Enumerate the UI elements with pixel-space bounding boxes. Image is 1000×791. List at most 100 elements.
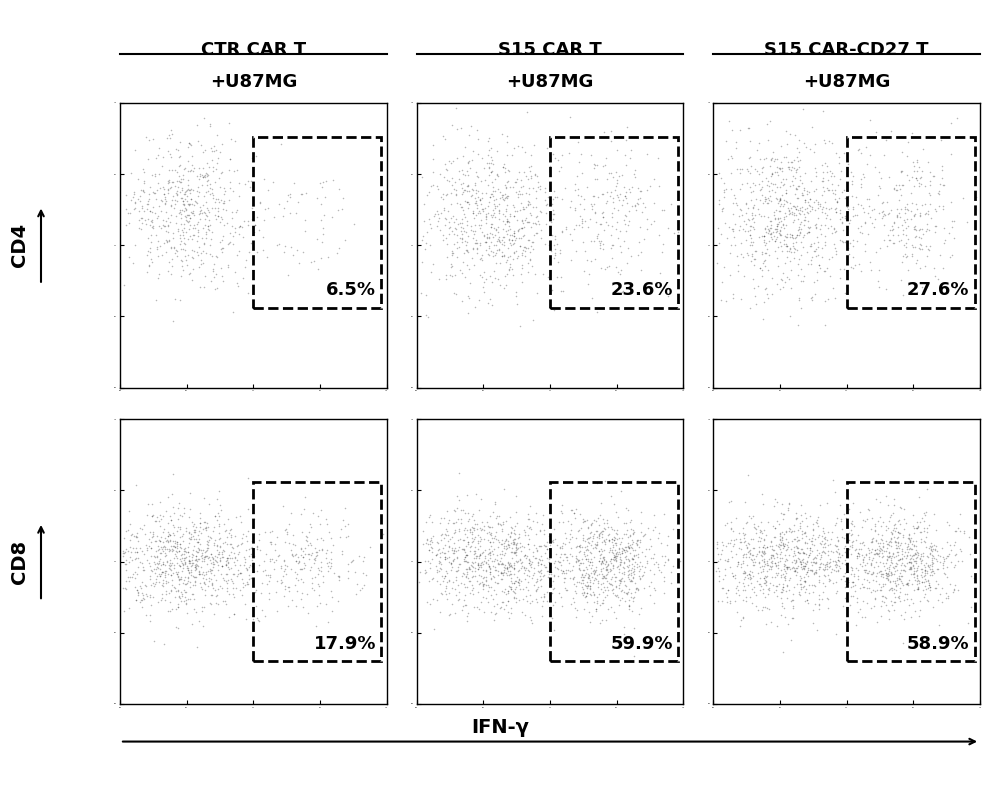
Point xyxy=(772,193,788,206)
Point xyxy=(612,556,628,569)
Point xyxy=(204,249,220,262)
Point xyxy=(480,554,496,566)
Point xyxy=(157,532,173,544)
Point xyxy=(460,536,476,548)
Point xyxy=(618,192,634,205)
Point xyxy=(154,566,170,578)
Point xyxy=(509,543,525,555)
Point xyxy=(742,150,758,163)
Point xyxy=(154,160,170,172)
Point xyxy=(309,191,325,204)
Point xyxy=(206,569,222,581)
Point xyxy=(134,212,150,225)
Point xyxy=(596,126,612,138)
Point xyxy=(506,536,522,549)
Point xyxy=(227,552,243,565)
Point xyxy=(602,562,618,575)
Point xyxy=(132,555,148,568)
Point xyxy=(189,246,205,259)
Point xyxy=(288,572,304,585)
Point xyxy=(748,193,764,206)
Point xyxy=(462,523,478,536)
Point xyxy=(125,568,141,581)
Point xyxy=(754,230,770,243)
Point xyxy=(318,513,334,525)
Point xyxy=(909,583,925,596)
Point xyxy=(783,202,799,214)
Point xyxy=(523,522,539,535)
Point xyxy=(180,572,196,585)
Point xyxy=(624,541,640,554)
Point xyxy=(223,538,239,551)
Point xyxy=(804,563,820,576)
Point xyxy=(725,524,741,537)
Point xyxy=(155,573,171,586)
Point xyxy=(856,171,872,184)
Point xyxy=(305,506,321,519)
Point xyxy=(806,185,822,198)
Point xyxy=(231,546,247,558)
Point xyxy=(187,554,203,566)
Point xyxy=(163,558,179,571)
Point xyxy=(177,552,193,565)
Point xyxy=(729,163,745,176)
Point xyxy=(792,554,808,567)
Point xyxy=(172,186,188,199)
Point xyxy=(417,567,433,580)
Point xyxy=(483,218,499,230)
Point xyxy=(571,545,587,558)
Point xyxy=(576,546,592,558)
Point xyxy=(502,530,518,543)
Point xyxy=(896,513,912,525)
Point xyxy=(766,543,782,556)
Point xyxy=(480,199,496,212)
Point xyxy=(144,498,160,510)
Point xyxy=(797,586,813,599)
Point xyxy=(757,573,773,586)
Point xyxy=(932,177,948,190)
Point xyxy=(461,291,477,304)
Point xyxy=(761,185,777,198)
Point xyxy=(532,205,548,218)
Point xyxy=(573,570,589,583)
Point xyxy=(547,229,563,242)
Point xyxy=(478,236,494,248)
Point xyxy=(625,528,641,540)
Point xyxy=(620,503,636,516)
Point xyxy=(351,550,367,562)
Point xyxy=(764,152,780,165)
Point xyxy=(424,516,440,528)
Point xyxy=(536,568,552,581)
Point xyxy=(645,524,661,536)
Point xyxy=(279,195,295,207)
Point xyxy=(293,542,309,554)
Point xyxy=(147,577,163,590)
Point xyxy=(843,165,859,178)
Point xyxy=(155,558,171,570)
Point xyxy=(493,558,509,570)
Point xyxy=(546,624,562,637)
Point xyxy=(563,598,579,611)
Point xyxy=(130,589,146,601)
Point xyxy=(796,137,812,149)
Point xyxy=(508,538,524,551)
Point xyxy=(791,533,807,546)
Point xyxy=(502,257,518,270)
Point xyxy=(903,532,919,544)
Point xyxy=(878,545,894,558)
Point xyxy=(417,243,433,255)
Point xyxy=(454,542,470,554)
Point xyxy=(150,149,166,161)
Point xyxy=(450,561,466,573)
Point xyxy=(845,576,861,589)
Point xyxy=(490,541,506,554)
Point xyxy=(599,173,615,186)
Text: CD4: CD4 xyxy=(10,223,29,267)
Point xyxy=(475,577,491,590)
Point xyxy=(499,560,515,573)
Point xyxy=(745,202,761,214)
Point xyxy=(558,584,574,596)
Point xyxy=(173,269,189,282)
Point xyxy=(164,163,180,176)
Point xyxy=(131,221,147,234)
